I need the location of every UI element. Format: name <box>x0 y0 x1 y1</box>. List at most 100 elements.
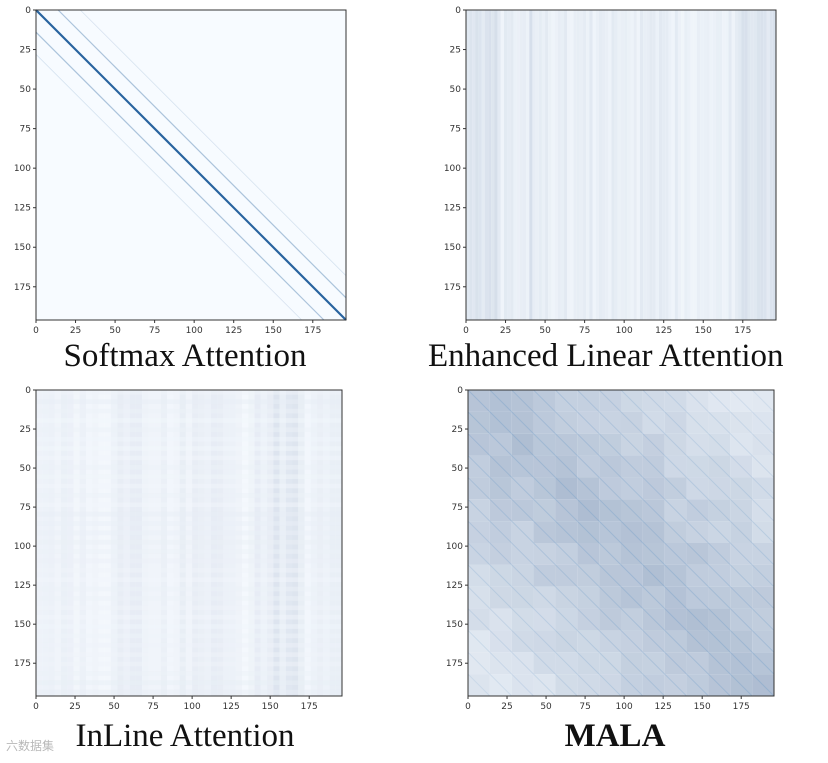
column-stripe <box>693 10 697 320</box>
block-cell <box>555 608 578 631</box>
block-cell <box>511 477 534 500</box>
x-tick-label: 75 <box>579 326 590 336</box>
plot-frame <box>35 389 343 697</box>
column-stripe <box>526 10 530 320</box>
column-stripe <box>674 10 678 320</box>
diagonal-band <box>708 389 775 456</box>
x-tick-label: 175 <box>733 702 750 712</box>
column-stripe <box>655 10 659 320</box>
block-cell <box>708 586 731 609</box>
block-cell <box>468 390 490 412</box>
y-tick-label: 125 <box>444 204 461 214</box>
heatmap-enhanced-linear: 0 25 50 75 100 125 150 175 0 25 50 75 100 125 150 175 <box>444 6 777 336</box>
block-cell <box>664 564 687 587</box>
block-cell <box>686 499 709 522</box>
block-cell <box>730 477 753 500</box>
caption-mala: MALA <box>564 718 666 754</box>
row-stripe <box>36 455 342 461</box>
column-stripe <box>630 10 634 320</box>
block-cell <box>708 543 731 565</box>
block-cell <box>533 543 556 565</box>
y-tick-label: 100 <box>14 164 31 174</box>
x-tick-label: 25 <box>501 702 512 712</box>
column-stripe <box>564 10 568 320</box>
block-cell <box>708 455 731 478</box>
x-tick-label: 50 <box>539 326 551 336</box>
block-cell <box>511 630 534 653</box>
y-tick-label: 100 <box>444 164 461 174</box>
column-stripe <box>529 10 533 320</box>
block-cell <box>511 390 534 412</box>
row-stripe <box>36 652 342 657</box>
block-cell <box>730 630 753 653</box>
block-cell <box>664 608 687 631</box>
column-stripe <box>614 10 618 320</box>
block-cell <box>752 433 774 456</box>
diagonal-band <box>80 9 347 276</box>
column-stripe <box>738 10 742 320</box>
diagonal-band <box>511 389 775 653</box>
block-cell <box>686 630 709 653</box>
block-cell <box>642 455 665 478</box>
column-stripe <box>700 10 704 320</box>
block-cell <box>664 586 687 609</box>
x-tick-label: 175 <box>301 702 318 712</box>
block-cell <box>621 586 643 609</box>
block-cell <box>621 564 643 587</box>
block-cell <box>468 586 490 609</box>
diagonal-band <box>467 455 709 697</box>
block-cell <box>752 477 774 500</box>
column-stripe <box>744 10 748 320</box>
block-cell <box>533 586 556 609</box>
diagonal-band <box>576 389 775 588</box>
x-tick-label: 0 <box>33 326 39 336</box>
block-cell <box>708 521 731 543</box>
column-stripe <box>475 10 479 320</box>
block-cell <box>708 630 731 653</box>
block-cell <box>555 411 578 434</box>
block-cell <box>468 608 490 631</box>
block-cell <box>489 652 512 675</box>
block-cell <box>621 433 643 456</box>
column-stripe <box>668 10 672 320</box>
block-cell <box>621 674 643 696</box>
x-tick-label: 150 <box>694 702 711 712</box>
block-cell <box>708 674 731 696</box>
y-tick-label: 25 <box>20 46 31 56</box>
block-cell <box>730 390 753 412</box>
diagonal-band <box>467 520 644 697</box>
block-cell <box>555 652 578 675</box>
column-stripe <box>491 10 495 320</box>
block-cell <box>664 477 687 500</box>
block-cell <box>642 630 665 653</box>
block-cell <box>489 477 512 500</box>
block-cell <box>489 608 512 631</box>
x-tick-label: 125 <box>223 702 240 712</box>
y-tick-label: 100 <box>14 542 31 552</box>
row-stripe <box>36 408 342 414</box>
block-cell <box>489 390 512 412</box>
block-cell <box>599 390 621 412</box>
block-cell <box>599 652 621 675</box>
block-cell <box>664 499 687 522</box>
block-cell <box>511 652 534 675</box>
x-tick-label: 50 <box>540 702 552 712</box>
heatmap-mala: 0 25 50 75 100 125 150 175 0 25 50 75 100 125 150 175 <box>446 386 775 712</box>
block-cell <box>511 411 534 434</box>
block-cell <box>555 499 578 522</box>
column-stripe <box>636 10 640 320</box>
row-stripe <box>36 661 342 667</box>
y-tick-label: 175 <box>14 283 31 293</box>
column-stripe <box>519 10 523 320</box>
column-stripe <box>747 10 751 320</box>
block-cell <box>577 477 600 500</box>
block-cell <box>468 564 490 587</box>
block-cell <box>489 586 512 609</box>
block-cell <box>489 455 512 478</box>
y-tick-label: 175 <box>446 659 463 669</box>
column-stripe <box>513 10 517 320</box>
column-stripe <box>703 10 707 320</box>
block-cell <box>489 433 512 456</box>
column-stripe <box>503 10 508 320</box>
column-stripe <box>510 10 514 320</box>
